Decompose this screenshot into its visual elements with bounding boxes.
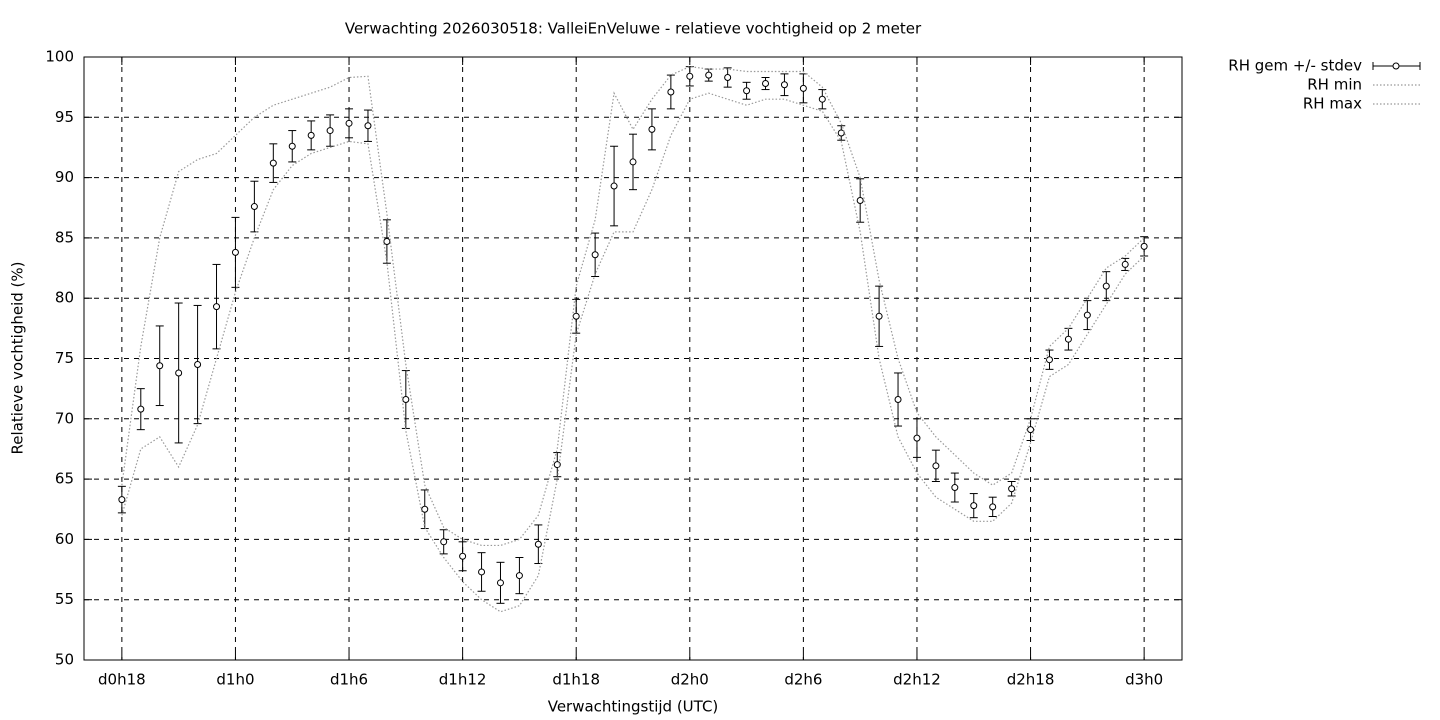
point bbox=[137, 405, 145, 413]
y-tick-label: 95 bbox=[55, 108, 74, 126]
line-series bbox=[121, 66, 1145, 547]
legend-label: RH min bbox=[1307, 76, 1362, 94]
point bbox=[818, 95, 826, 103]
y-axis-label: Relatieve vochtigheid (%) bbox=[9, 261, 27, 454]
point bbox=[194, 361, 202, 369]
point bbox=[118, 496, 126, 504]
legend-label: RH max bbox=[1303, 95, 1362, 113]
point bbox=[932, 462, 940, 470]
point bbox=[534, 540, 542, 548]
point bbox=[326, 127, 334, 135]
line-series bbox=[121, 92, 1145, 613]
point bbox=[913, 434, 921, 442]
y-tick-label: 65 bbox=[55, 470, 74, 488]
x-tick-label: d3h0 bbox=[1125, 671, 1163, 689]
point bbox=[610, 182, 618, 190]
legend-label: RH gem +/- stdev bbox=[1228, 57, 1362, 75]
x-tick-label: d1h18 bbox=[552, 671, 600, 689]
x-tick-label: d1h0 bbox=[216, 671, 254, 689]
point bbox=[231, 248, 239, 256]
chart-title: Verwachting 2026030518: ValleiEnVeluwe -… bbox=[345, 20, 922, 38]
legend-swatch bbox=[1392, 62, 1400, 70]
point bbox=[705, 71, 713, 79]
point bbox=[1102, 282, 1110, 290]
y-tick-label: 100 bbox=[45, 48, 74, 66]
point bbox=[307, 131, 315, 139]
plot-frame bbox=[83, 56, 1183, 661]
point bbox=[421, 505, 429, 513]
point bbox=[667, 88, 675, 96]
point bbox=[440, 538, 448, 546]
point bbox=[402, 396, 410, 404]
point bbox=[1064, 335, 1072, 343]
point bbox=[269, 159, 277, 167]
point bbox=[1140, 242, 1148, 250]
point bbox=[1027, 426, 1035, 434]
point bbox=[496, 579, 504, 587]
y-tick-label: 85 bbox=[55, 228, 74, 246]
y-tick-label: 70 bbox=[55, 409, 74, 427]
point bbox=[970, 502, 978, 510]
point bbox=[572, 312, 580, 320]
point bbox=[648, 125, 656, 133]
point bbox=[1008, 485, 1016, 493]
x-tick-label: d1h12 bbox=[439, 671, 487, 689]
point bbox=[894, 396, 902, 404]
x-tick-label: d2h18 bbox=[1007, 671, 1055, 689]
x-tick-label: d0h18 bbox=[98, 671, 146, 689]
point bbox=[837, 129, 845, 137]
point bbox=[1083, 311, 1091, 319]
point bbox=[515, 572, 523, 580]
x-tick-label: d1h6 bbox=[330, 671, 368, 689]
y-tick-label: 90 bbox=[55, 168, 74, 186]
point bbox=[686, 72, 694, 80]
x-tick-label: d2h6 bbox=[784, 671, 822, 689]
point bbox=[1121, 260, 1129, 268]
y-tick-label: 50 bbox=[55, 651, 74, 669]
point bbox=[799, 84, 807, 92]
point bbox=[250, 203, 258, 211]
y-tick-label: 60 bbox=[55, 530, 74, 548]
point bbox=[629, 158, 637, 166]
point bbox=[478, 568, 486, 576]
y-tick-label: 75 bbox=[55, 349, 74, 367]
point bbox=[459, 552, 467, 560]
y-tick-label: 80 bbox=[55, 289, 74, 307]
point bbox=[762, 80, 770, 88]
point bbox=[591, 251, 599, 259]
point bbox=[875, 312, 883, 320]
x-tick-label: d2h0 bbox=[671, 671, 709, 689]
point bbox=[1045, 356, 1053, 364]
point bbox=[951, 484, 959, 492]
point bbox=[743, 87, 751, 95]
y-tick-label: 55 bbox=[55, 590, 74, 608]
point bbox=[175, 369, 183, 377]
point bbox=[364, 122, 372, 130]
point bbox=[345, 119, 353, 127]
point bbox=[383, 238, 391, 246]
point bbox=[724, 74, 732, 82]
x-axis-label: Verwachtingstijd (UTC) bbox=[548, 698, 719, 716]
x-tick-label: d2h12 bbox=[893, 671, 941, 689]
point bbox=[156, 362, 164, 370]
point bbox=[288, 142, 296, 150]
point bbox=[213, 303, 221, 311]
point bbox=[780, 81, 788, 89]
point bbox=[856, 197, 864, 205]
point bbox=[989, 503, 997, 511]
